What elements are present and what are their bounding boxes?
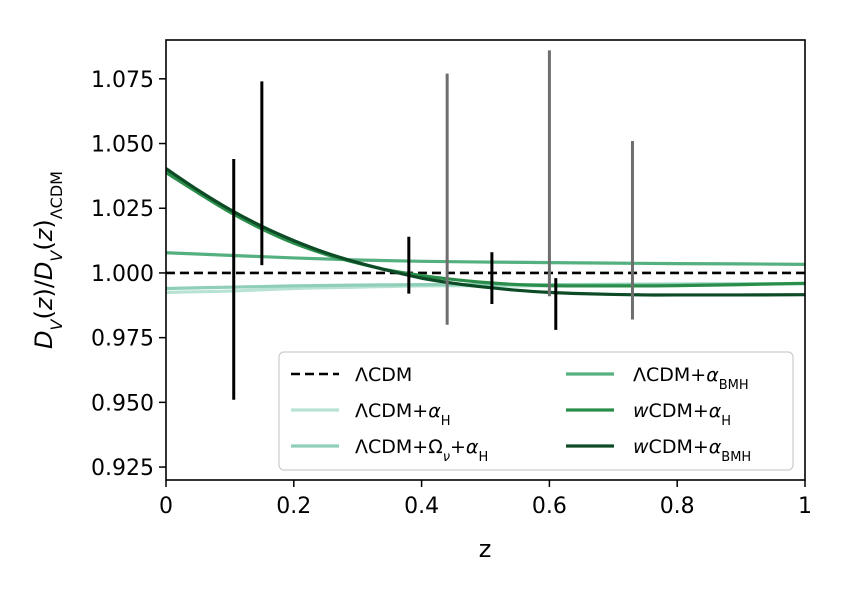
- legend-box: [278, 351, 794, 471]
- y-axis-label: DV(z)/DV(z)ΛCDM: [30, 171, 66, 349]
- y-axis-ticks: 0.925 0.950 0.975 1.000 1.025 1.050 1.075: [91, 68, 166, 481]
- y-tick-label: 1.075: [91, 68, 154, 93]
- legend-label-lcdm_nu_ah: ΛCDM+Ων+αH: [355, 436, 488, 465]
- x-tick-label: 0.4: [404, 494, 439, 519]
- legend-label-wcdm_ah: wCDM+αH: [633, 400, 731, 429]
- series-line-lcdm_abmh: [166, 251, 805, 266]
- x-axis-label: z: [479, 535, 492, 563]
- y-tick-label: 0.925: [91, 456, 154, 481]
- series-layer: [166, 167, 805, 297]
- legend-label-wcdm_abmh: wCDM+αBMH: [633, 436, 751, 465]
- plot-frame: [165, 39, 806, 481]
- y-tick-label: 1.000: [91, 262, 154, 287]
- x-tick-label: 1: [798, 494, 812, 519]
- x-tick-label: 0: [159, 494, 173, 519]
- y-tick-label: 0.950: [91, 391, 154, 416]
- x-tick-label: 0.2: [276, 494, 311, 519]
- x-tick-label: 0.8: [660, 494, 695, 519]
- errorbar-layer: [232, 50, 634, 400]
- y-tick-label: 0.975: [91, 327, 154, 352]
- y-axis-label-text: DV(z)/DV(z)ΛCDM: [30, 171, 66, 349]
- legend-label-lcdm: ΛCDM: [355, 364, 412, 386]
- y-tick-label: 1.050: [91, 133, 154, 158]
- y-tick-label: 1.025: [91, 197, 154, 222]
- legend-label-lcdm_ah: ΛCDM+αH: [355, 400, 451, 429]
- x-tick-label: 0.6: [532, 494, 567, 519]
- legend-label-lcdm_abmh: ΛCDM+αBMH: [633, 364, 749, 393]
- x-axis-ticks: 0 0.2 0.4 0.6 0.8 1: [159, 480, 812, 519]
- legend: ΛCDM ΛCDM+αH ΛCDM+Ων+αH ΛCDM+αBMH wCDM+αH wCD…: [278, 351, 794, 471]
